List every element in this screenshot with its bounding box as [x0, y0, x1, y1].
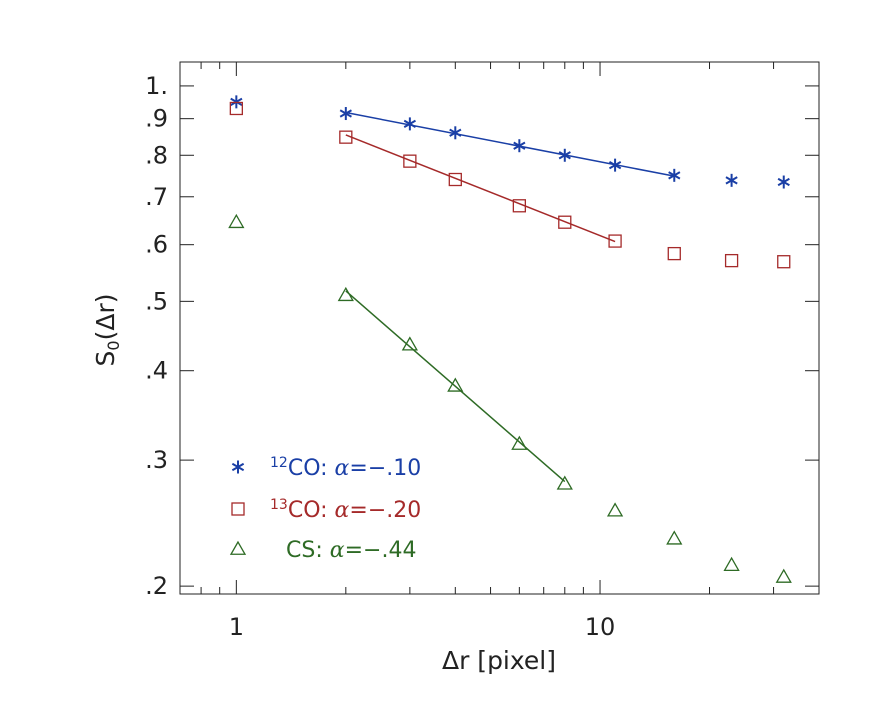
- data-point-asterisk: [608, 158, 622, 172]
- data-point-square: [724, 253, 739, 268]
- data-point-triangle: [337, 286, 354, 302]
- y-axis-label-suffix: (Δr): [91, 294, 120, 341]
- data-point-triangle: [511, 435, 528, 450]
- data-point-square: [403, 154, 417, 168]
- y-tick-label: .8: [145, 141, 168, 169]
- y-axis-label: S0(Δr): [91, 294, 123, 367]
- fit-line-triangle: [345, 290, 566, 483]
- data-point-square: [339, 130, 353, 144]
- data-point-square: [448, 172, 462, 187]
- y-tick-label: .4: [145, 357, 168, 385]
- plot-frame: [179, 61, 820, 595]
- legend-marker-triangle: [229, 540, 247, 555]
- x-axis-ticks: 1 10: [179, 62, 820, 641]
- data-point-square: [558, 215, 572, 229]
- legend-molecule: CO:: [288, 456, 335, 481]
- data-markers: [228, 95, 792, 583]
- legend-marker-asterisk: [231, 460, 245, 474]
- data-point-triangle: [606, 502, 624, 517]
- plot-area-border: [179, 61, 820, 595]
- data-point-asterisk: [403, 117, 416, 131]
- data-point-asterisk: [513, 139, 526, 153]
- legend-alpha-value: =−.10: [349, 456, 421, 481]
- y-axis-label-subscript: 0: [104, 340, 123, 350]
- fit-line-asterisk: [345, 111, 675, 177]
- data-point-asterisk: [558, 148, 571, 162]
- data-point-asterisk: [668, 168, 681, 182]
- y-tick-label: .6: [145, 231, 168, 259]
- data-point-asterisk: [339, 107, 352, 121]
- data-point-asterisk: [777, 175, 790, 189]
- legend-alpha-value: =−.44: [345, 538, 417, 563]
- y-axis-label-main: S: [91, 351, 120, 367]
- data-point-asterisk: [449, 126, 462, 140]
- legend-marker-square: [231, 502, 245, 516]
- y-tick-label: .5: [145, 287, 168, 315]
- data-point-triangle: [556, 475, 573, 490]
- legend-alpha-value: =−.20: [349, 498, 421, 523]
- data-point-square: [667, 246, 681, 261]
- legend-entry: CS: α=−.44: [286, 538, 416, 563]
- data-point-triangle: [723, 556, 740, 572]
- legend-molecule: CO:: [288, 498, 335, 523]
- y-tick-label: .2: [145, 572, 168, 600]
- data-point-triangle: [666, 530, 683, 545]
- legend-molecule: CS:: [286, 538, 330, 563]
- legend-alpha-symbol: α: [330, 538, 345, 563]
- legend-isotope-superscript: 12: [270, 455, 288, 471]
- x-tick-label: 10: [585, 613, 616, 641]
- data-point-triangle: [228, 213, 245, 229]
- y-tick-label: .7: [145, 183, 168, 211]
- legend-entry: 12CO: α=−.10: [270, 455, 421, 481]
- x-tick-label: 1: [229, 613, 244, 641]
- x-axis-label: Δr [pixel]: [442, 646, 556, 675]
- y-tick-label: .9: [145, 105, 168, 133]
- data-point-asterisk: [725, 173, 738, 187]
- legend-alpha-symbol: α: [335, 456, 350, 481]
- data-point-square: [777, 255, 791, 269]
- legend-entry: 13CO: α=−.20: [270, 497, 421, 523]
- data-point-triangle: [401, 336, 418, 351]
- y-tick-label: .3: [145, 446, 168, 474]
- data-point-triangle: [447, 377, 464, 392]
- legend-isotope-superscript: 13: [270, 497, 288, 513]
- y-tick-label: 1.: [145, 72, 168, 100]
- data-point-square: [512, 199, 526, 213]
- legend-alpha-symbol: α: [335, 498, 350, 523]
- y-axis-ticks: 1. .9 .8 .7 .6 .5 .4 .3 .2: [145, 72, 819, 600]
- data-point-triangle: [775, 568, 792, 583]
- data-point-square: [608, 234, 622, 248]
- data-point-square: [229, 101, 243, 116]
